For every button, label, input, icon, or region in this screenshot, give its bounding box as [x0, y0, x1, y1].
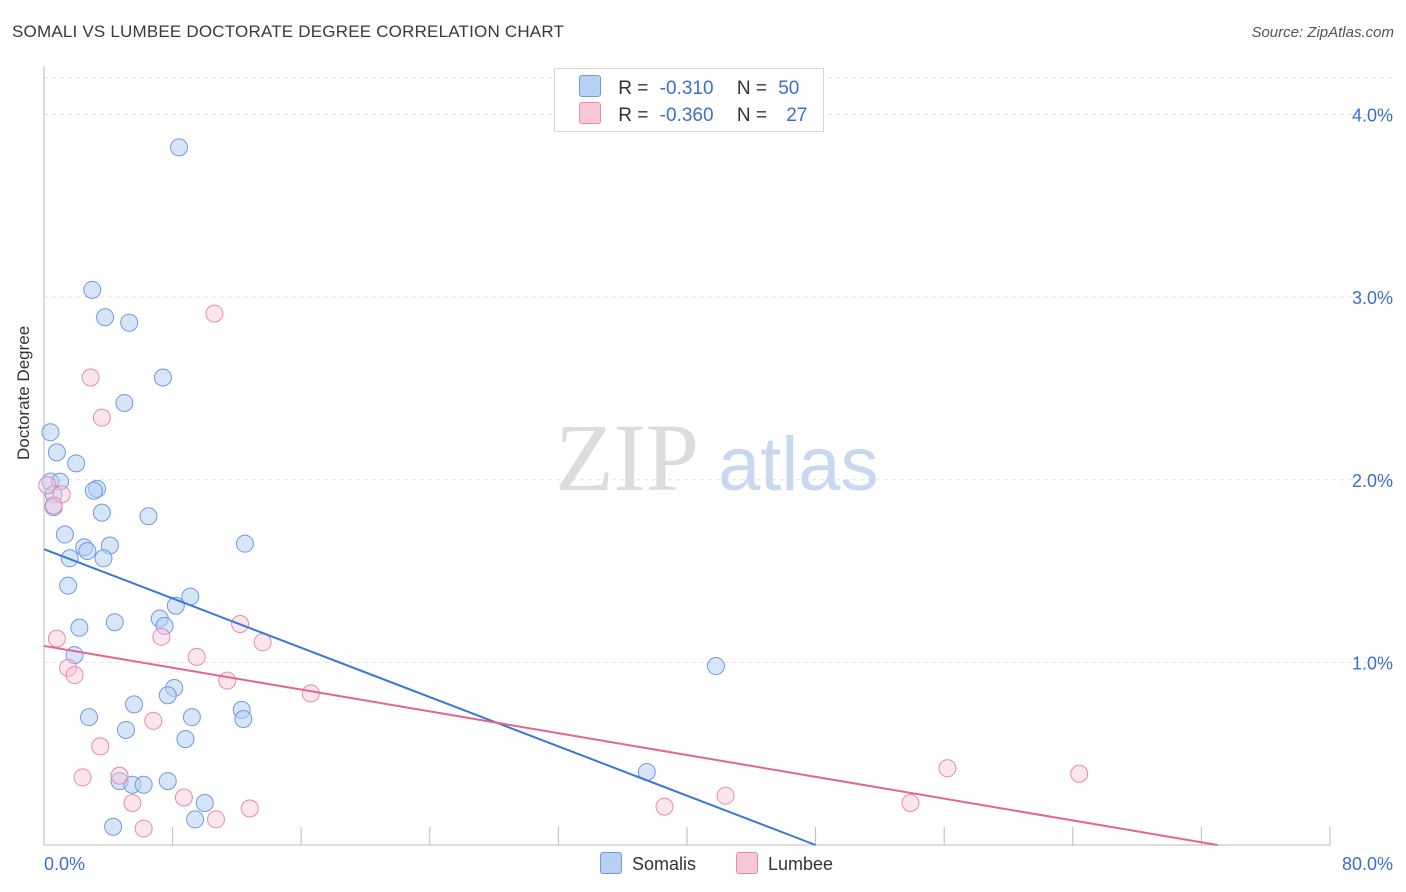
somali-point [158, 772, 177, 791]
lumbee-point [144, 711, 163, 730]
tick-labels: 1.0% 2.0% 3.0% 4.0% 0.0% 80.0% [44, 106, 1393, 874]
bottom-legend-somali: Somalis [600, 852, 696, 875]
y-axis-label: Doctorate Degree [14, 325, 33, 460]
lumbee-point [901, 793, 920, 812]
lumbee-point [1070, 764, 1089, 783]
lumbee-point [65, 666, 84, 685]
correlation-legend: R = -0.310 N = 50 R = -0.360 N = 27 [554, 68, 824, 132]
lumbee-point [81, 368, 100, 387]
somali-trend-line [43, 548, 816, 846]
x-tick-label-min: 0.0% [44, 854, 85, 874]
lumbee-point [218, 671, 237, 690]
lumbee-point [59, 658, 78, 677]
y-tick-label: 1.0% [1352, 653, 1393, 673]
somali-point [83, 280, 102, 299]
lumbee-point [174, 788, 193, 807]
lumbee-point [110, 766, 129, 785]
somali-point [70, 618, 89, 637]
somali-point [59, 576, 78, 595]
somali-point [155, 616, 174, 635]
lumbee-point [205, 304, 224, 323]
watermark: ZIP atlas [555, 404, 879, 511]
lumbee-legend-swatch [736, 852, 758, 874]
lumbee-point [123, 793, 142, 812]
axes [43, 66, 1331, 846]
somali-point [55, 525, 74, 544]
lumbee-point [716, 786, 735, 805]
lumbee-point [655, 797, 674, 816]
somali-r-value: -0.310 [659, 78, 714, 99]
gridlines [44, 77, 1392, 663]
lumbee-point [47, 629, 66, 648]
somali-point [706, 657, 725, 676]
somali-point [153, 368, 172, 387]
lumbee-point [152, 627, 171, 646]
somali-point [47, 443, 66, 462]
somali-legend-swatch [600, 852, 622, 874]
somali-point [182, 708, 201, 727]
lumbee-point [187, 647, 206, 666]
somali-point [235, 534, 254, 553]
somali-point [125, 695, 144, 714]
x-tick-label-max: 80.0% [1342, 854, 1393, 874]
lumbee-n-value: 27 [786, 105, 808, 126]
somali-point [195, 793, 214, 812]
legend-row-somali: R = -0.310 N = 50 [579, 75, 799, 99]
somali-point [104, 817, 123, 836]
lumbee-r-value: -0.360 [659, 105, 714, 126]
lumbee-point [134, 819, 153, 838]
somali-point [115, 394, 134, 413]
lumbee-point [92, 408, 111, 427]
chart-title: SOMALI VS LUMBEE DOCTORATE DEGREE CORREL… [12, 22, 565, 41]
somali-point [158, 686, 177, 705]
somali-legend-label: Somalis [632, 854, 697, 874]
somali-point [67, 454, 86, 473]
somali-point [134, 775, 153, 794]
somali-point [78, 541, 97, 560]
data-points [38, 138, 1089, 838]
lumbee-point [240, 799, 259, 818]
somali-r-label: R = [618, 78, 649, 99]
lumbee-legend-label: Lumbee [768, 854, 834, 874]
somali-n-label: N = [736, 78, 767, 99]
somali-n-value: 50 [778, 78, 800, 99]
lumbee-n-label: N = [736, 105, 767, 126]
y-tick-label: 4.0% [1352, 106, 1393, 126]
trend-lines [43, 548, 1218, 846]
source-label: Source: ZipAtlas.com [1251, 24, 1394, 41]
watermark-zip: ZIP [555, 404, 699, 511]
somali-point [84, 481, 103, 500]
lumbee-point [91, 737, 110, 756]
lumbee-r-label: R = [618, 105, 649, 126]
lumbee-point [253, 633, 272, 652]
y-tick-label: 3.0% [1352, 288, 1393, 308]
somali-point [41, 423, 60, 442]
somali-point [94, 549, 113, 568]
bottom-legend-lumbee: Lumbee [736, 852, 833, 875]
somali-point [105, 613, 124, 632]
somali-point [92, 503, 111, 522]
lumbee-point [44, 496, 63, 515]
somali-point [120, 313, 139, 332]
lumbee-swatch [579, 102, 601, 124]
somali-point [186, 810, 205, 829]
somali-point [116, 720, 135, 739]
y-tick-label: 2.0% [1352, 471, 1393, 491]
lumbee-trend-line [43, 644, 1218, 846]
lumbee-point [38, 476, 57, 495]
lumbee-point [207, 810, 226, 829]
somali-point [96, 308, 115, 327]
somali-point [80, 708, 99, 727]
somali-point [170, 138, 189, 157]
lumbee-point [301, 684, 320, 703]
somali-point [139, 507, 158, 526]
watermark-atlas: atlas [718, 422, 879, 507]
legend-row-lumbee: R = -0.360 N = 27 [579, 102, 807, 126]
lumbee-point [73, 768, 92, 787]
somali-swatch [579, 75, 601, 97]
somali-point [176, 730, 195, 749]
lumbee-point [938, 759, 957, 778]
somali-point [234, 709, 253, 728]
